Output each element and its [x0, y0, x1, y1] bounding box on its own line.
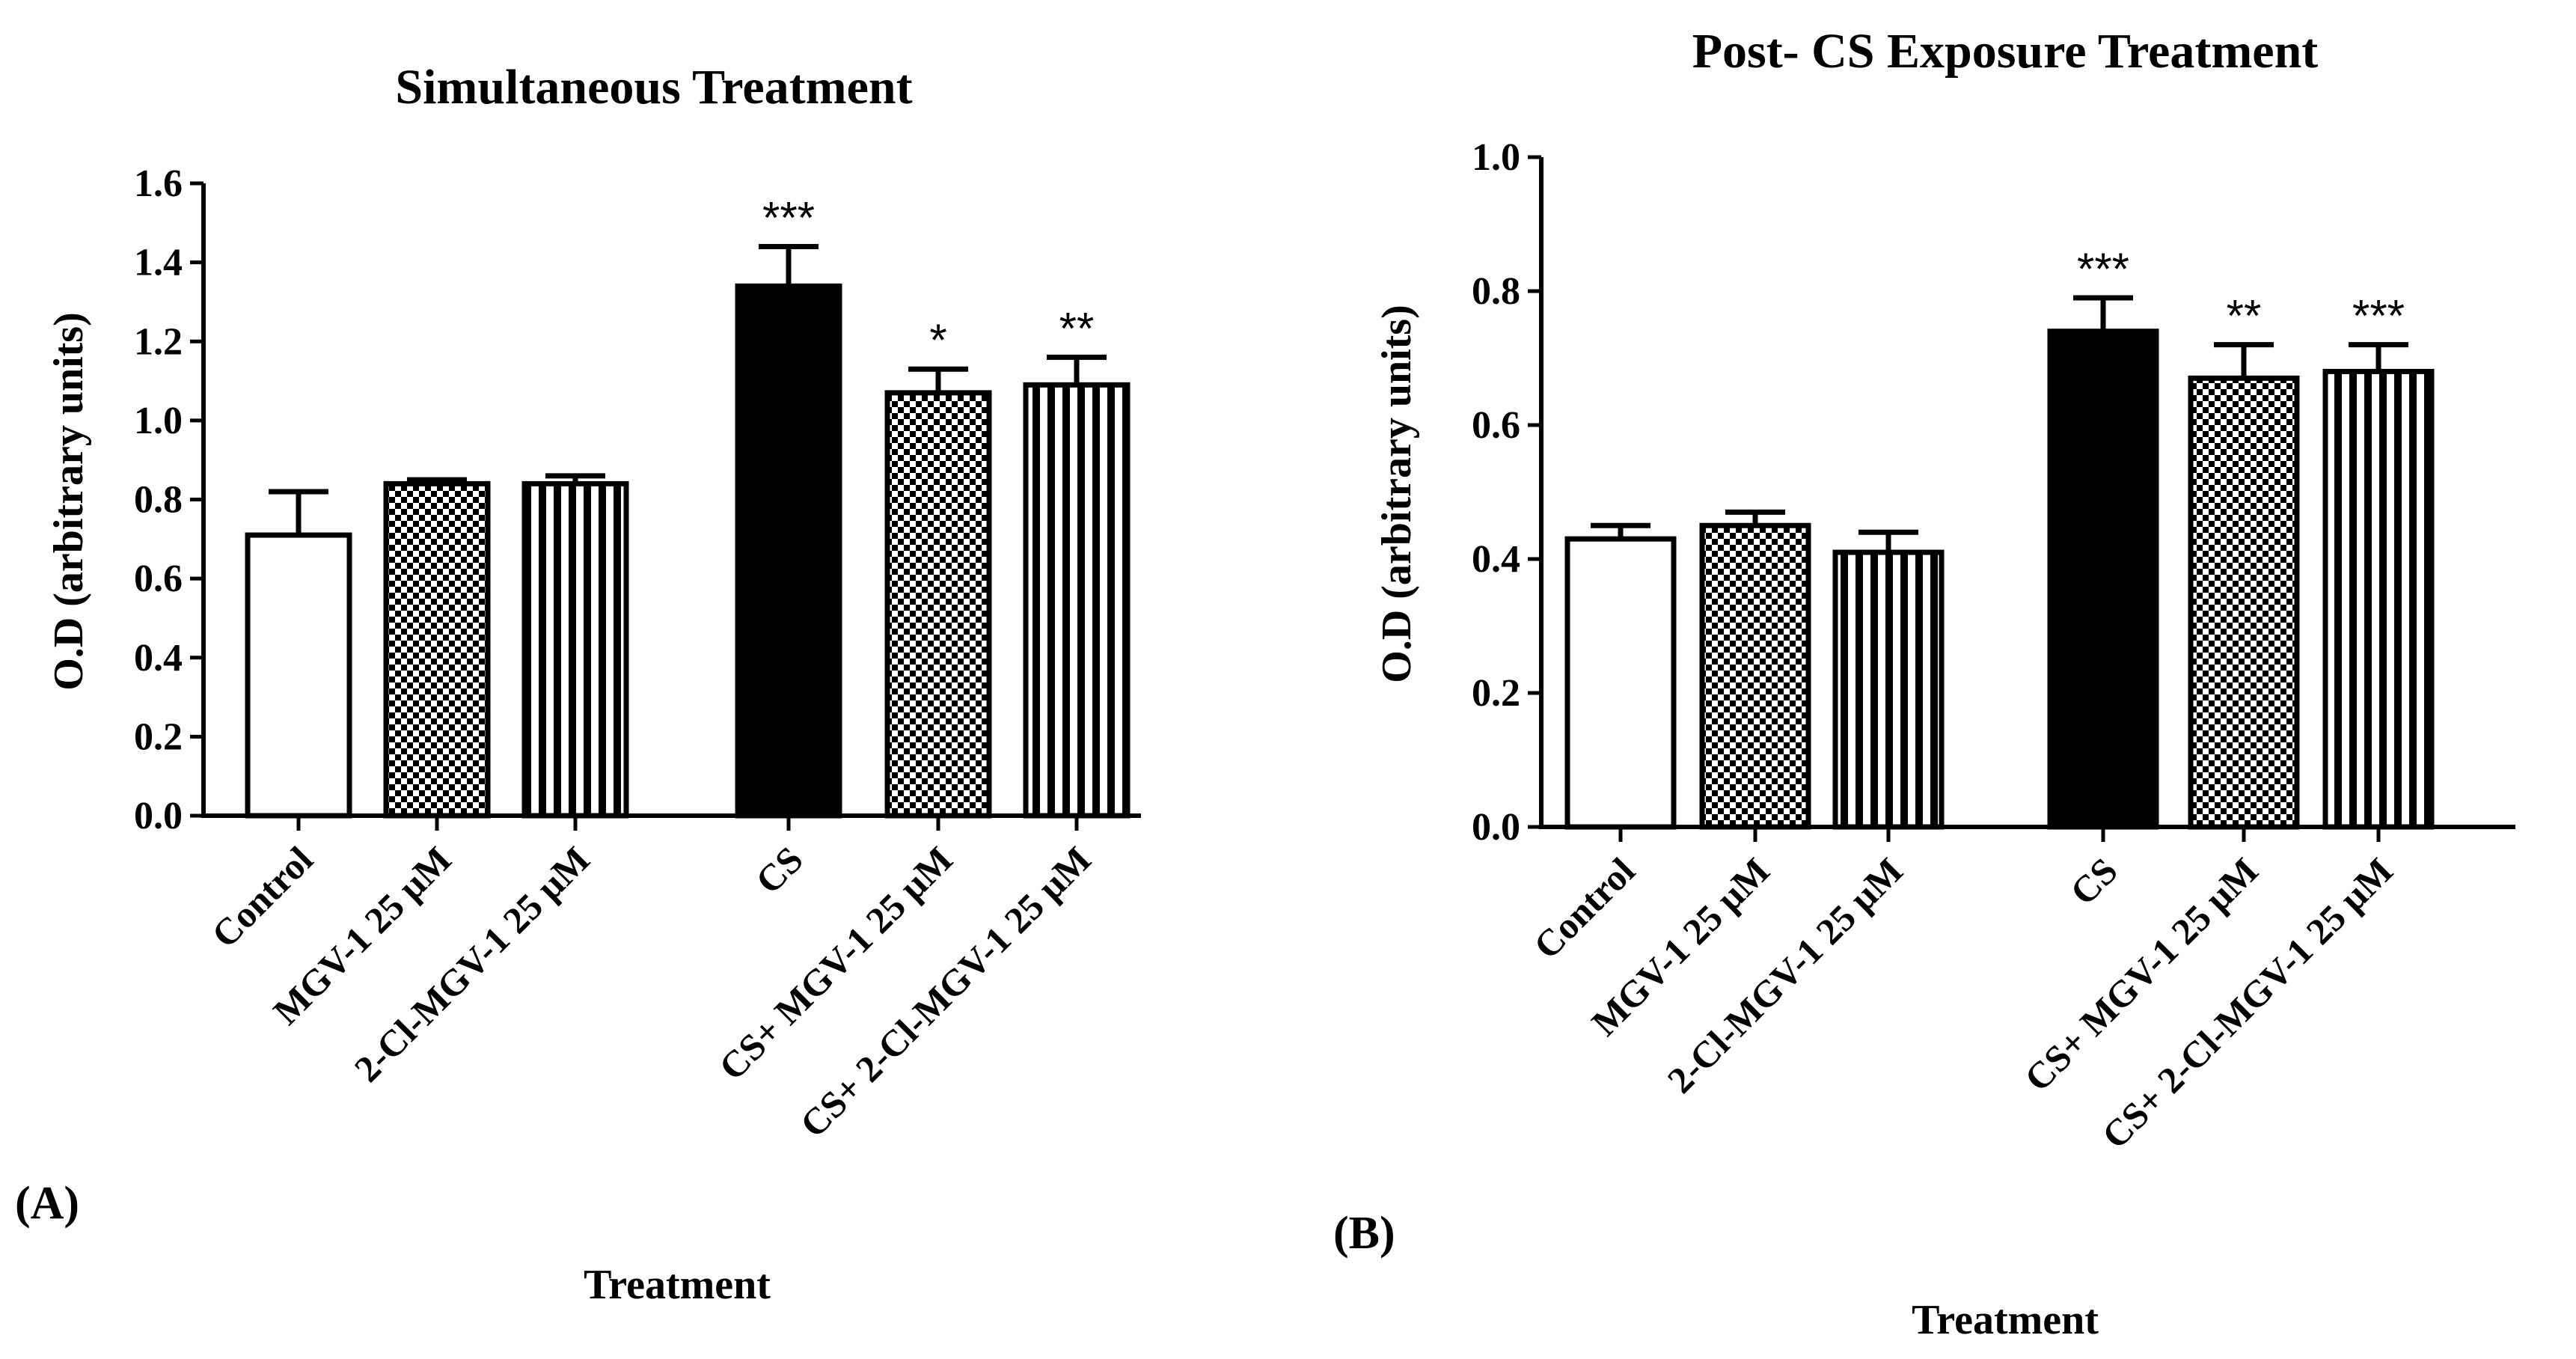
x-axis-label: Treatment	[584, 1262, 771, 1308]
y-tick-label: 0.0	[134, 795, 183, 837]
panel-a: Simultaneous Treatment O.D (arbitrary un…	[15, 60, 1141, 1308]
y-tick-label: 0.6	[1472, 404, 1520, 447]
bar	[1023, 382, 1131, 819]
bar	[735, 283, 842, 819]
category-label: CS	[2062, 849, 2126, 913]
y-axis-label: O.D (arbitrary units)	[46, 312, 92, 691]
significance-marker: ***	[762, 193, 815, 243]
category-label: 2-Cl-MGV-1 25 µM	[1659, 849, 1911, 1101]
y-tick-label: 1.0	[134, 400, 183, 442]
y-tick-label: 0.0	[1472, 806, 1520, 849]
category-label: 2-Cl-MGV-1 25 µM	[346, 838, 598, 1090]
panel-label: (B)	[1333, 1208, 1395, 1259]
bar	[2047, 329, 2159, 830]
y-axis-label: O.D (arbitrary units)	[1374, 305, 1420, 683]
y-tick-label: 0.8	[1472, 270, 1520, 313]
bar	[1832, 549, 1945, 830]
category-label: Control	[1526, 849, 1643, 967]
chart-area: 0.00.20.40.60.81.01.21.41.6ControlMGV-1 …	[134, 162, 1141, 1146]
bar	[884, 390, 992, 819]
bar	[1564, 536, 1677, 830]
y-tick-label: 0.4	[134, 637, 183, 680]
y-tick-label: 0.2	[1472, 672, 1520, 715]
bar	[2322, 368, 2435, 830]
y-tick-label: 0.4	[1472, 538, 1520, 581]
x-axis-label: Treatment	[1912, 1297, 2099, 1343]
y-tick-label: 1.4	[134, 242, 183, 284]
significance-marker: ***	[2352, 291, 2405, 341]
y-tick-label: 0.6	[134, 558, 183, 600]
category-label: CS+ MGV-1 25 µM	[711, 838, 961, 1088]
significance-marker: *	[929, 315, 946, 365]
bar	[2188, 375, 2300, 830]
category-label: CS+ 2-Cl-MGV-1 25 µM	[792, 838, 1098, 1145]
panel-b: Post- CS Exposure Treatment O.D (arbitra…	[1333, 24, 2515, 1343]
category-label: CS	[747, 838, 811, 902]
significance-marker: ***	[2077, 244, 2129, 294]
panel-label: (A)	[15, 1178, 79, 1229]
significance-marker: **	[2227, 291, 2262, 341]
category-label: CS+ MGV-1 25 µM	[2016, 849, 2266, 1099]
bar	[245, 532, 352, 819]
y-tick-label: 1.0	[1472, 136, 1520, 179]
bar	[1699, 522, 1811, 830]
y-tick-label: 0.8	[134, 479, 183, 522]
y-tick-label: 0.2	[134, 715, 183, 758]
bar	[521, 480, 629, 819]
y-tick-label: 1.2	[134, 320, 183, 363]
chart-title: Post- CS Exposure Treatment	[1692, 24, 2319, 79]
chart-title: Simultaneous Treatment	[395, 60, 912, 114]
significance-marker: **	[1059, 303, 1095, 353]
category-label: Control	[204, 838, 321, 956]
y-tick-label: 1.6	[134, 162, 183, 205]
bar	[383, 480, 491, 819]
